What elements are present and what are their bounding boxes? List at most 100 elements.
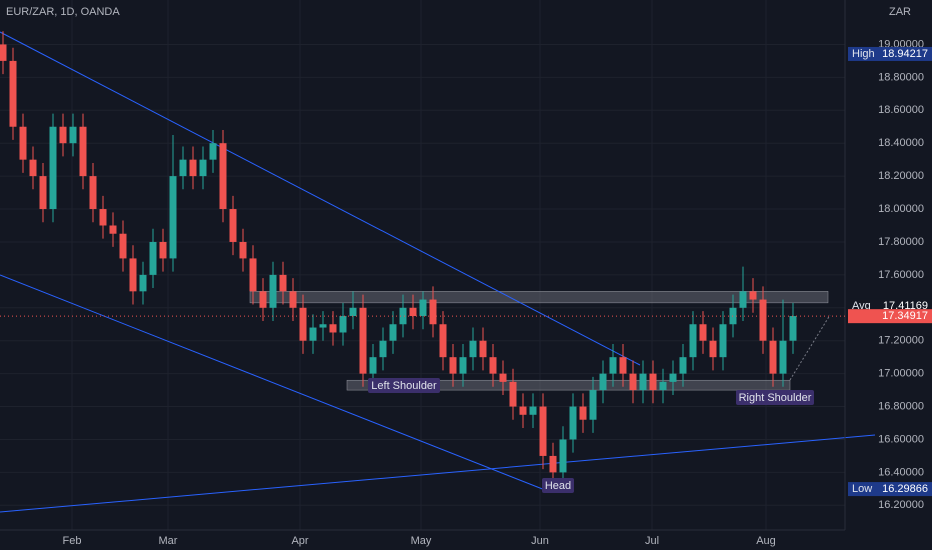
- candle-body: [89, 176, 97, 210]
- candle-body: [319, 324, 327, 328]
- candle-body: [139, 274, 147, 292]
- annotation: Right Shoulder: [736, 390, 814, 405]
- candle-body: [519, 406, 527, 415]
- candle-body: [219, 143, 227, 210]
- candle-body: [179, 159, 187, 177]
- candle-body: [749, 291, 757, 300]
- candle-body: [599, 373, 607, 391]
- price-badge: [848, 482, 932, 497]
- candle-body: [479, 340, 487, 358]
- candle-body: [359, 307, 367, 374]
- candle-body: [629, 373, 637, 391]
- candle-body: [149, 241, 157, 275]
- price-badge: [848, 309, 932, 324]
- x-tick-label: Aug: [756, 535, 776, 547]
- price-badge-name: Avg: [852, 300, 871, 312]
- projection-line: [789, 314, 831, 381]
- candle-body: [339, 316, 347, 333]
- x-tick-label: Jun: [531, 535, 549, 547]
- annotation: Head: [542, 478, 574, 493]
- candle-body: [589, 390, 597, 420]
- candle-body: [269, 274, 277, 308]
- y-tick-label: 16.20000: [878, 499, 924, 511]
- candle-body: [529, 406, 537, 415]
- candle-body: [649, 373, 657, 391]
- candle-body: [249, 258, 257, 292]
- candle-body: [199, 159, 207, 177]
- x-tick-label: Feb: [63, 535, 82, 547]
- candle-body: [669, 373, 677, 382]
- candle-body: [229, 209, 237, 242]
- candle-body: [779, 340, 787, 374]
- candle-body: [259, 291, 267, 308]
- candle-body: [619, 357, 627, 374]
- candle-body: [459, 357, 467, 374]
- candle-body: [349, 307, 357, 317]
- x-tick-label: Jul: [645, 535, 659, 547]
- annotation-text: Right Shoulder: [739, 392, 812, 404]
- candle-body: [59, 126, 67, 144]
- candle-body: [509, 381, 517, 407]
- price-badge-value: 17.34917: [882, 310, 928, 322]
- candle-body: [79, 126, 87, 177]
- candle-body: [389, 324, 397, 341]
- y-tick-label: 18.00000: [878, 203, 924, 215]
- price-badge-value: 18.94217: [882, 48, 928, 60]
- candle-body: [789, 316, 797, 341]
- candle-body: [429, 299, 437, 325]
- candle-body: [419, 299, 427, 317]
- candle-body: [609, 357, 617, 374]
- candle-body: [129, 258, 137, 292]
- candle-body: [489, 357, 497, 374]
- y-tick-label: 18.40000: [878, 137, 924, 149]
- candle-body: [99, 209, 107, 226]
- candle-body: [169, 176, 177, 259]
- x-tick-label: May: [411, 535, 432, 547]
- annotation-text: Left Shoulder: [371, 380, 437, 392]
- candle-body: [299, 307, 307, 341]
- candle-body: [759, 299, 767, 341]
- price-badge-value: 16.29866: [882, 483, 928, 495]
- y-tick-label: 17.80000: [878, 236, 924, 248]
- candle-body: [399, 307, 407, 325]
- candle-body: [569, 406, 577, 440]
- candle-body: [239, 241, 247, 259]
- candle-body: [579, 406, 587, 420]
- y-tick-label: 18.80000: [878, 71, 924, 83]
- candle-body: [329, 324, 337, 333]
- candle-body: [49, 126, 57, 210]
- y-tick-label: 16.80000: [878, 400, 924, 412]
- x-tick-label: Apr: [291, 535, 308, 547]
- candle-body: [119, 233, 127, 259]
- price-badge: [848, 46, 932, 61]
- currency-label: ZAR: [889, 6, 911, 18]
- candle-body: [709, 340, 717, 358]
- y-tick-label: 17.00000: [878, 368, 924, 380]
- zones: [249, 291, 829, 391]
- candle-body: [639, 373, 647, 391]
- candle-body: [439, 324, 447, 358]
- candle-body: [699, 324, 707, 341]
- y-tick-label: 16.60000: [878, 433, 924, 445]
- candle-body: [659, 381, 667, 391]
- candle-body: [409, 307, 417, 317]
- y-tick-label: 16.40000: [878, 466, 924, 478]
- candle-body: [679, 357, 687, 374]
- price-badge-name: Low: [852, 483, 872, 495]
- candle-body: [39, 176, 47, 210]
- candle-body: [769, 340, 777, 374]
- price-badge-name: High: [852, 48, 875, 60]
- candle-body: [9, 60, 17, 127]
- candles: [0, 31, 797, 489]
- candle-body: [189, 159, 197, 177]
- y-tick-label: 18.60000: [878, 104, 924, 116]
- candle-body: [109, 225, 117, 234]
- price-zone: [346, 379, 791, 391]
- candle-body: [689, 324, 697, 358]
- candle-body: [0, 44, 7, 61]
- candle-body: [739, 291, 747, 308]
- annotation-text: Head: [545, 480, 571, 492]
- candle-body: [559, 439, 567, 473]
- candle-body: [449, 357, 457, 374]
- price-zone: [249, 291, 829, 304]
